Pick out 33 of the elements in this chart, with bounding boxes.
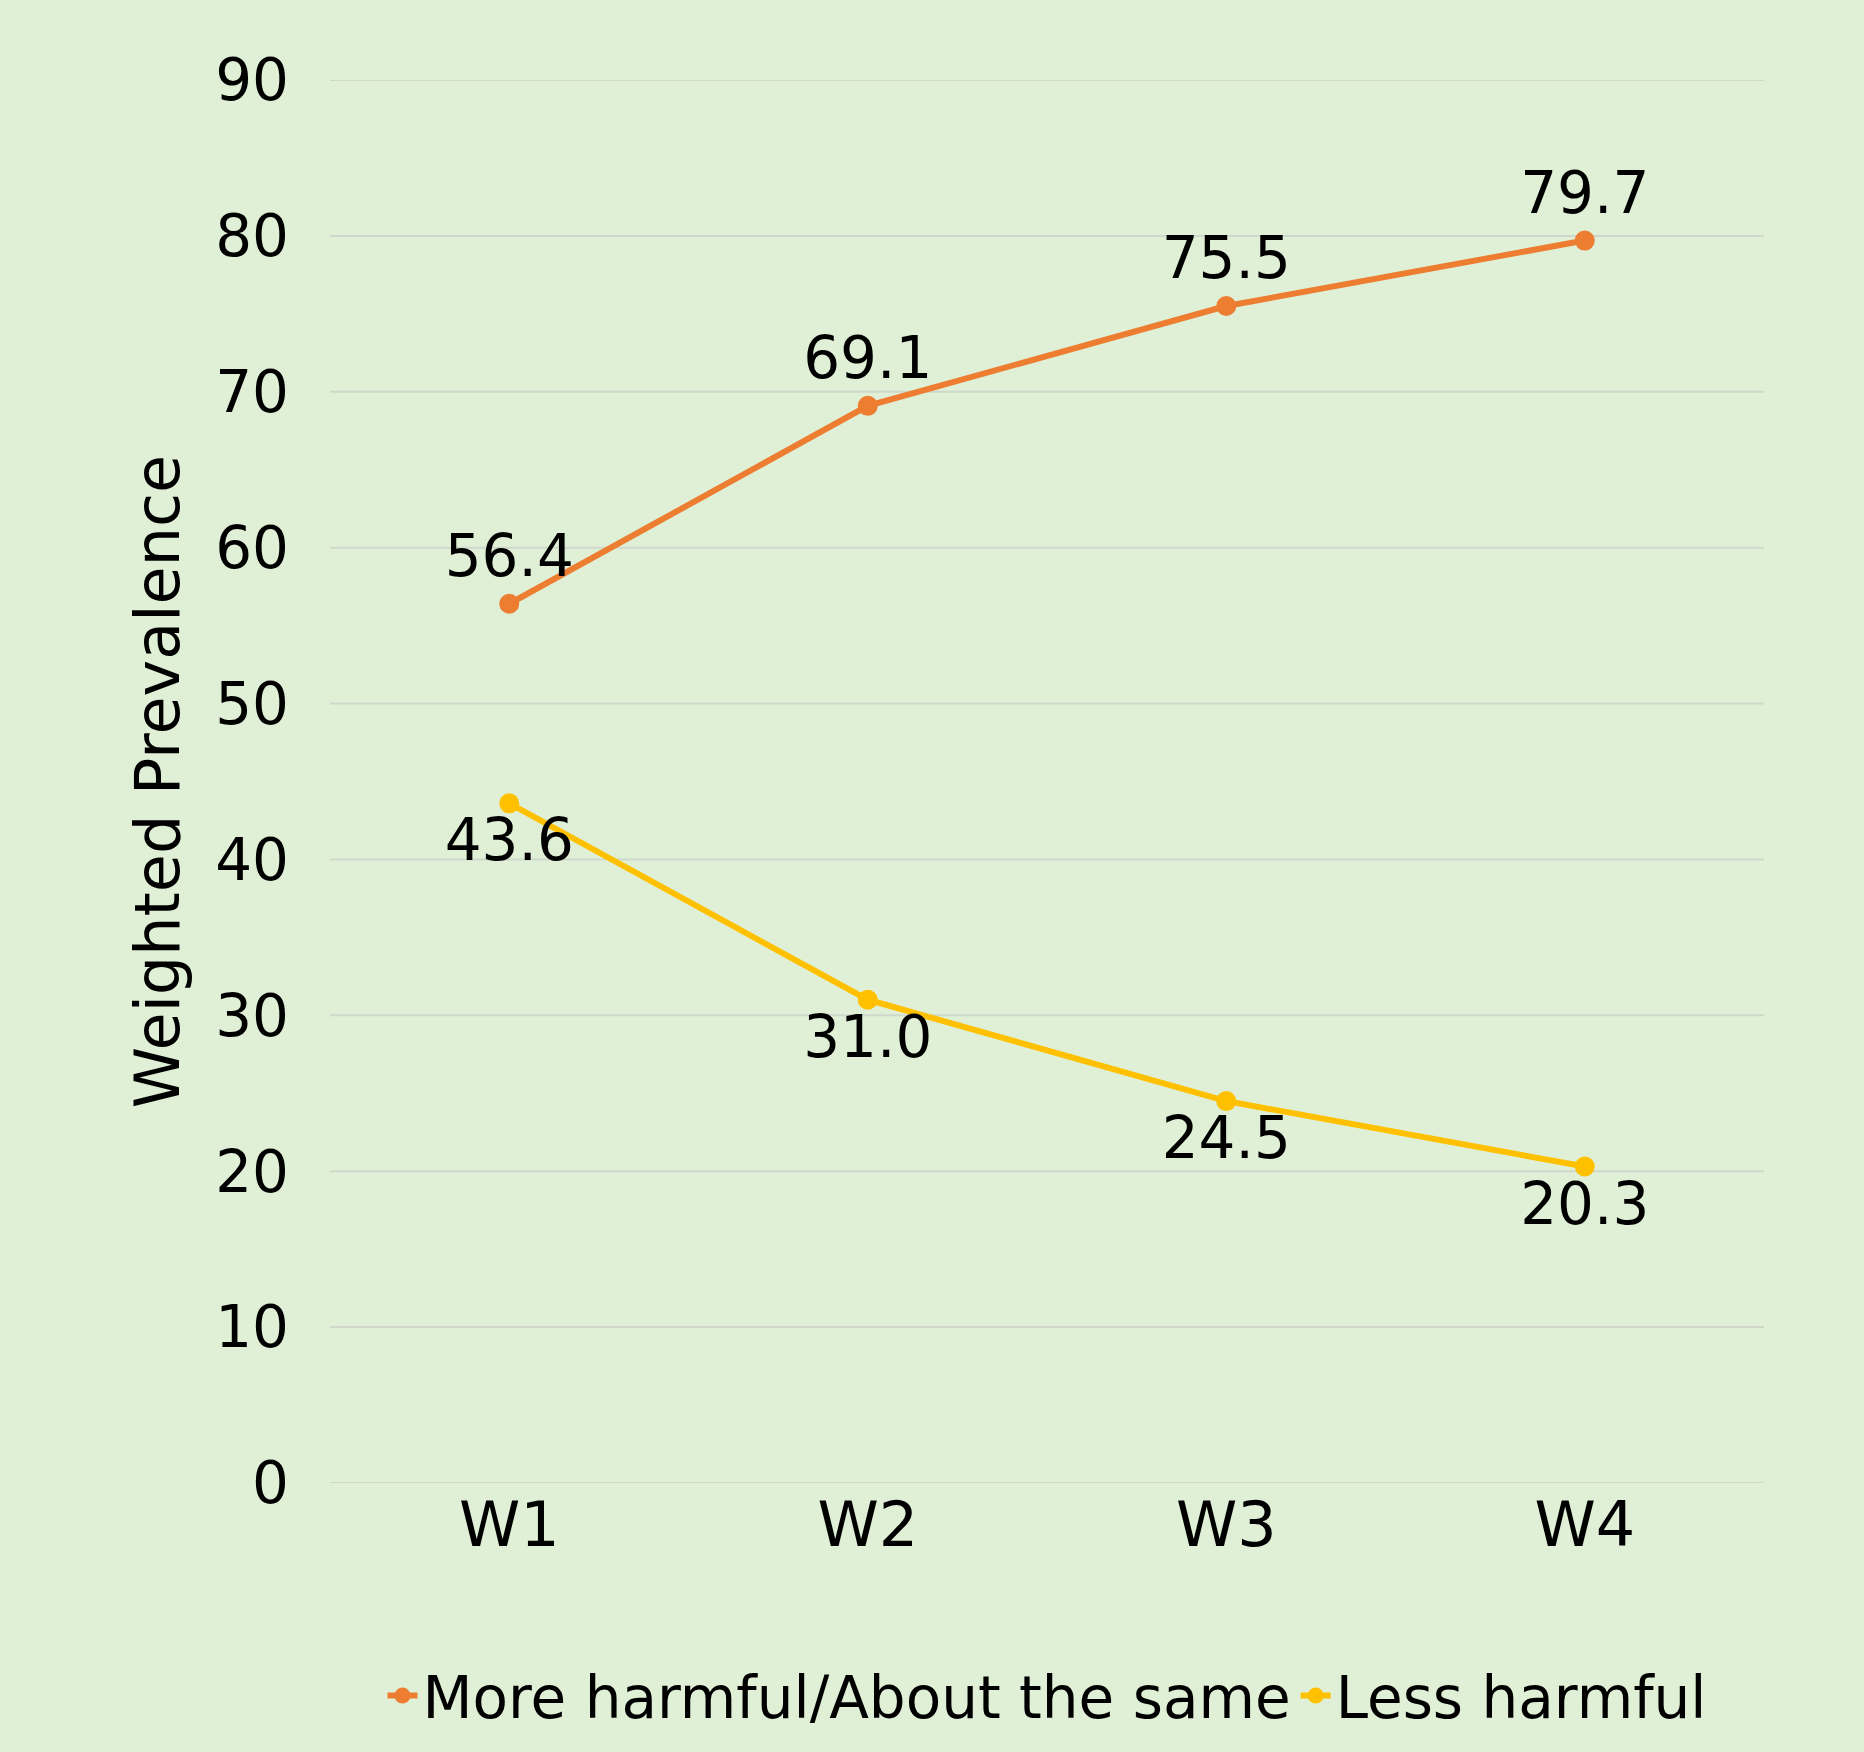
data-label: 24.5 bbox=[1161, 1104, 1291, 1173]
point bbox=[1574, 1156, 1595, 1177]
point bbox=[857, 989, 878, 1010]
data-label: 79.7 bbox=[1520, 158, 1650, 227]
point bbox=[1216, 296, 1237, 317]
data-label: 56.4 bbox=[444, 521, 574, 590]
y-tick-label: 60 bbox=[215, 513, 289, 582]
y-tick-label: 10 bbox=[215, 1293, 289, 1362]
x-tick-label: W1 bbox=[458, 1488, 560, 1561]
point bbox=[1574, 230, 1595, 251]
data-label: 75.5 bbox=[1161, 224, 1291, 293]
y-tick-label: 30 bbox=[215, 981, 289, 1050]
y-tick-label: 20 bbox=[215, 1137, 289, 1206]
y-tick-label: 90 bbox=[215, 46, 289, 115]
x-tick-label: W4 bbox=[1534, 1488, 1636, 1561]
legend-label: More harmful/About the same bbox=[422, 1664, 1291, 1733]
data-label: 43.6 bbox=[444, 806, 574, 875]
legend-label: Less harmful bbox=[1335, 1664, 1707, 1733]
point bbox=[499, 793, 520, 814]
x-tick-label: W3 bbox=[1175, 1488, 1277, 1561]
x-tick-label: W2 bbox=[817, 1488, 919, 1561]
point bbox=[499, 593, 520, 614]
y-tick-label: 80 bbox=[215, 202, 289, 271]
data-label: 31.0 bbox=[803, 1002, 933, 1071]
data-label: 69.1 bbox=[803, 323, 933, 392]
y-tick-label: 70 bbox=[215, 358, 289, 427]
y-tick-label: 0 bbox=[252, 1449, 289, 1518]
data-label: 20.3 bbox=[1520, 1169, 1650, 1238]
point bbox=[1216, 1091, 1237, 1112]
y-tick-label: 40 bbox=[215, 825, 289, 894]
y-tick-label: 50 bbox=[215, 669, 289, 738]
point bbox=[857, 395, 878, 416]
y-axis-title: Weighted Prevalence bbox=[120, 454, 194, 1109]
